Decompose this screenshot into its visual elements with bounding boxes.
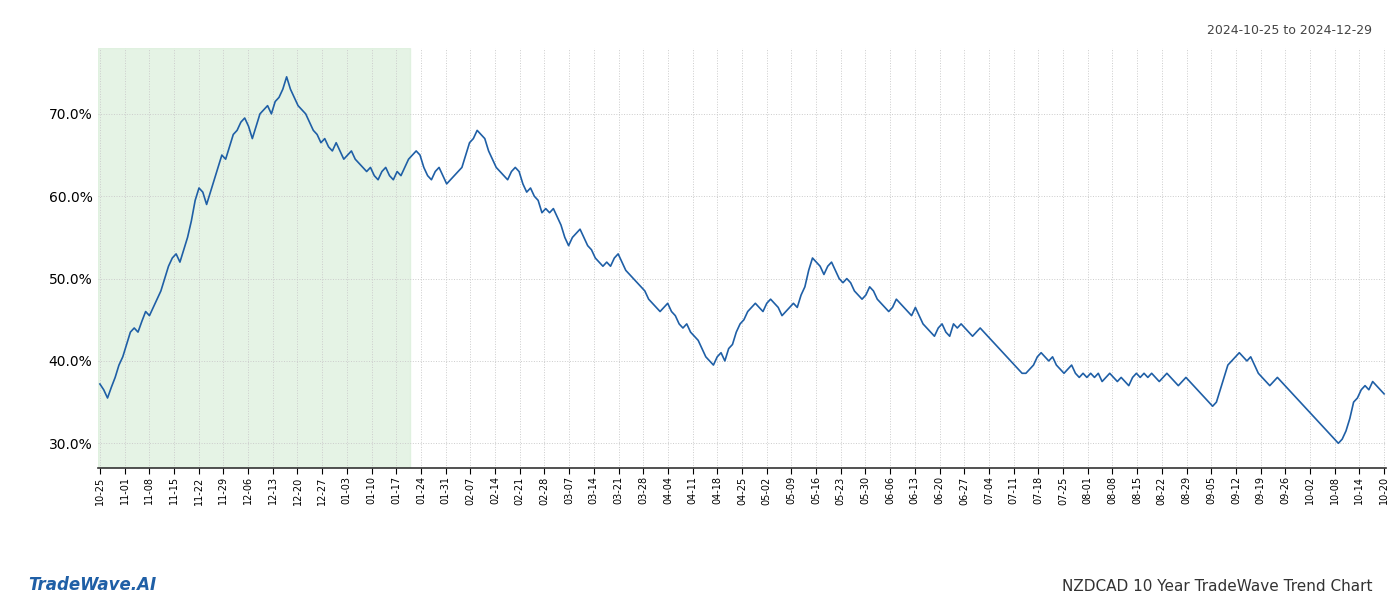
Text: NZDCAD 10 Year TradeWave Trend Chart: NZDCAD 10 Year TradeWave Trend Chart: [1061, 579, 1372, 594]
Text: TradeWave.AI: TradeWave.AI: [28, 576, 157, 594]
Bar: [98, 48, 410, 468]
Text: 2024-10-25 to 2024-12-29: 2024-10-25 to 2024-12-29: [1207, 24, 1372, 37]
